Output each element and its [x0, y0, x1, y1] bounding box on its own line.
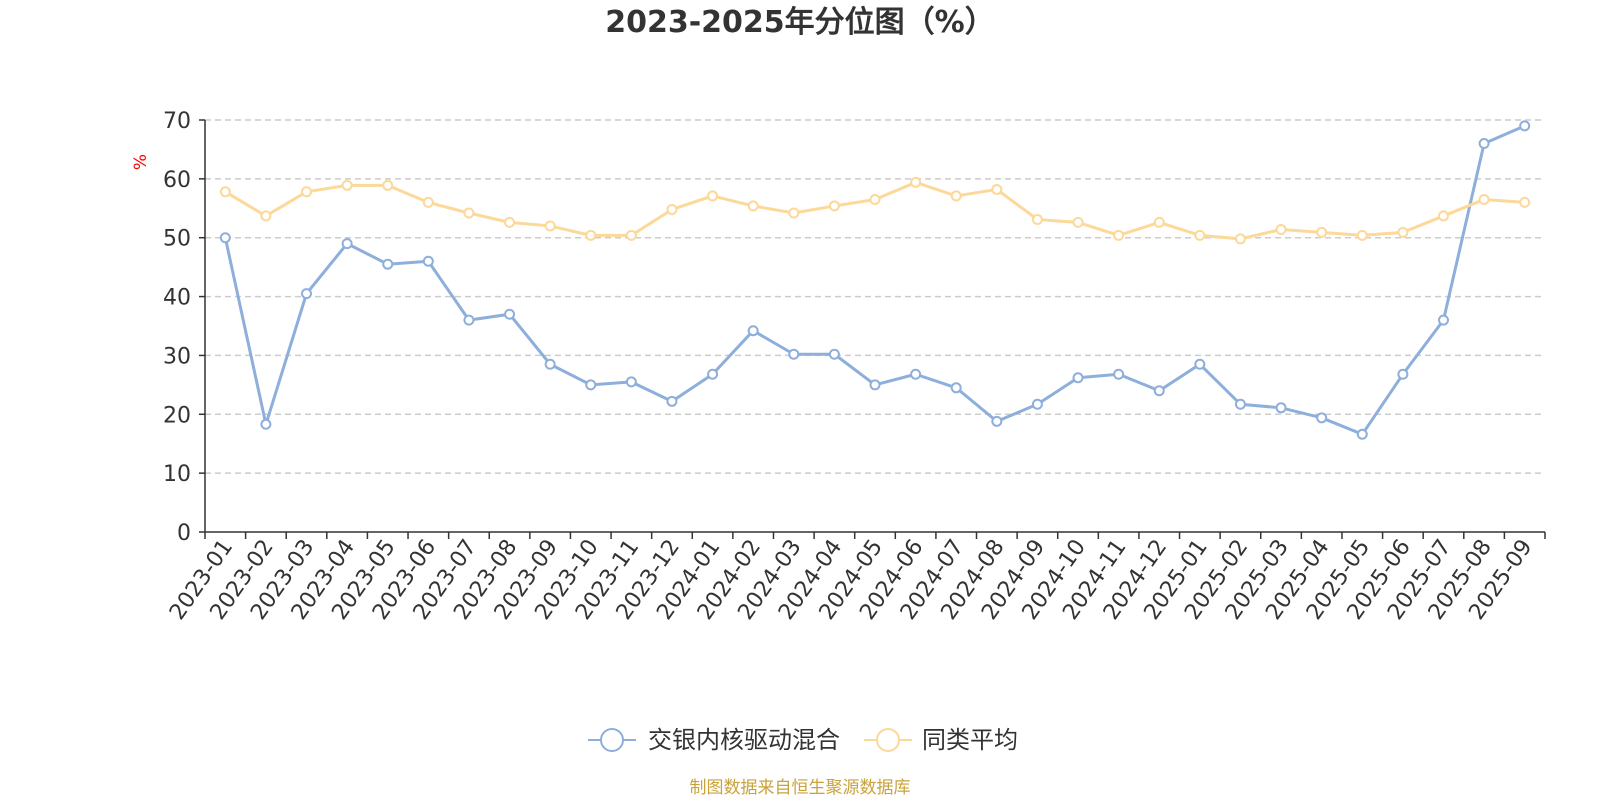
data-point[interactable]: [219, 232, 231, 244]
data-point[interactable]: [869, 193, 881, 205]
y-tick-label: 30: [163, 344, 191, 369]
data-point[interactable]: [1234, 233, 1246, 245]
data-point[interactable]: [1478, 138, 1490, 150]
data-point[interactable]: [666, 395, 678, 407]
legend-marker-icon: [600, 728, 624, 752]
legend-item-0[interactable]: 交银内核驱动混合: [588, 726, 840, 754]
series-layer: [219, 120, 1531, 440]
data-point[interactable]: [1397, 226, 1409, 238]
data-point[interactable]: [1153, 385, 1165, 397]
data-point[interactable]: [828, 348, 840, 360]
data-point[interactable]: [1519, 120, 1531, 132]
data-point[interactable]: [585, 379, 597, 391]
data-point[interactable]: [950, 190, 962, 202]
data-point[interactable]: [1437, 314, 1449, 326]
data-point[interactable]: [1031, 398, 1043, 410]
data-point[interactable]: [1478, 193, 1490, 205]
axes: [199, 119, 1546, 539]
data-point[interactable]: [1519, 196, 1531, 208]
y-axis-unit-label: %: [131, 154, 151, 170]
data-point[interactable]: [788, 207, 800, 219]
data-point[interactable]: [260, 210, 272, 222]
data-point[interactable]: [910, 176, 922, 188]
data-point[interactable]: [707, 368, 719, 380]
legend-label: 同类平均: [922, 726, 1018, 754]
data-point[interactable]: [1316, 226, 1328, 238]
data-point[interactable]: [463, 207, 475, 219]
data-point[interactable]: [585, 229, 597, 241]
data-point[interactable]: [301, 288, 313, 300]
data-point[interactable]: [1113, 368, 1125, 380]
data-point[interactable]: [1437, 210, 1449, 222]
legend-marker-icon: [876, 728, 900, 752]
data-point[interactable]: [1397, 368, 1409, 380]
data-point[interactable]: [341, 238, 353, 250]
data-point[interactable]: [707, 190, 719, 202]
y-axis-tick-labels: 0 10 20 30 40 50 60 70: [163, 109, 191, 546]
legend-item-1[interactable]: 同类平均: [864, 726, 1018, 754]
data-point[interactable]: [1194, 229, 1206, 241]
data-source-note: 制图数据来自恒生聚源数据库: [690, 778, 911, 798]
data-point[interactable]: [1234, 398, 1246, 410]
data-point[interactable]: [1316, 412, 1328, 424]
data-point[interactable]: [625, 229, 637, 241]
data-point[interactable]: [422, 255, 434, 267]
data-point[interactable]: [991, 415, 1003, 427]
data-point[interactable]: [1113, 229, 1125, 241]
data-point[interactable]: [544, 220, 556, 232]
data-point[interactable]: [869, 379, 881, 391]
data-point[interactable]: [382, 258, 394, 270]
data-point[interactable]: [463, 314, 475, 326]
data-point[interactable]: [1031, 213, 1043, 225]
data-point[interactable]: [747, 325, 759, 337]
data-point[interactable]: [341, 179, 353, 191]
data-point[interactable]: [301, 186, 313, 198]
data-point[interactable]: [910, 368, 922, 380]
legend[interactable]: 交银内核驱动混合 同类平均: [588, 726, 1018, 754]
data-point[interactable]: [382, 179, 394, 191]
data-point[interactable]: [1356, 428, 1368, 440]
y-tick-label: 20: [163, 403, 191, 428]
y-tick-label: 0: [177, 521, 191, 546]
data-point[interactable]: [1072, 216, 1084, 228]
data-point[interactable]: [422, 196, 434, 208]
data-point[interactable]: [504, 308, 516, 320]
data-point[interactable]: [1275, 402, 1287, 414]
legend-label: 交银内核驱动混合: [648, 726, 840, 754]
series-line: [224, 180, 1525, 241]
data-point[interactable]: [991, 183, 1003, 195]
grid-lines: [205, 119, 1545, 474]
data-point[interactable]: [625, 376, 637, 388]
series-0: [219, 120, 1531, 440]
series-1: [219, 176, 1531, 245]
y-tick-label: 40: [163, 286, 191, 311]
y-tick-label: 70: [163, 109, 191, 134]
data-point[interactable]: [1194, 358, 1206, 370]
data-point[interactable]: [950, 382, 962, 394]
data-point[interactable]: [260, 418, 272, 430]
data-point[interactable]: [788, 348, 800, 360]
data-point[interactable]: [1153, 216, 1165, 228]
y-tick-label: 60: [163, 168, 191, 193]
data-point[interactable]: [219, 186, 231, 198]
data-point[interactable]: [1356, 229, 1368, 241]
data-point[interactable]: [747, 200, 759, 212]
data-point[interactable]: [504, 216, 516, 228]
data-point[interactable]: [1275, 223, 1287, 235]
data-point[interactable]: [828, 200, 840, 212]
data-point[interactable]: [544, 358, 556, 370]
y-tick-label: 50: [163, 227, 191, 252]
x-axis-tick-labels: 2023-012023-022023-032023-042023-052023-…: [165, 535, 1538, 625]
data-point[interactable]: [1072, 372, 1084, 384]
y-tick-label: 10: [163, 462, 191, 487]
data-point[interactable]: [666, 203, 678, 215]
chart-title: 2023-2025年分位图（%）: [605, 5, 995, 40]
